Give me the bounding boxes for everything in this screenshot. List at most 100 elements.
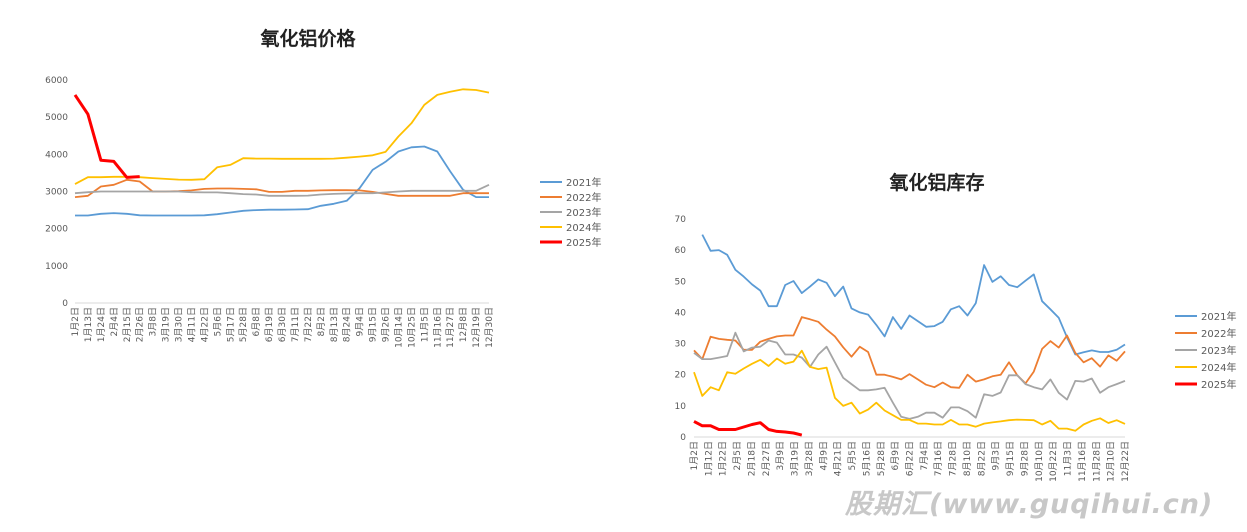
x-tick-label: 3月8日 [148, 307, 159, 336]
series-line-2022 [693, 316, 1126, 389]
x-tick-label: 5月16日 [861, 441, 872, 476]
x-tick-label: 2月4日 [109, 307, 120, 336]
legend-label: 2025年 [566, 236, 601, 249]
legend-label: 2023年 [1201, 344, 1236, 357]
x-tick-label: 11月3日 [1063, 441, 1074, 476]
x-tick-label: 9月26日 [381, 307, 392, 342]
x-tick-label: 5月28日 [876, 441, 887, 476]
x-tick-label: 7月28日 [948, 441, 959, 476]
x-tick-label: 9月28日 [1019, 441, 1030, 476]
y-tick-label: 0 [62, 299, 68, 309]
x-tick-label: 8月13日 [329, 307, 340, 342]
x-tick-label: 7月4日 [919, 441, 930, 470]
watermark: 股期汇(www.guqihui.cn) [845, 489, 1214, 520]
x-tick-label: 3月19日 [161, 307, 172, 342]
y-tick-label: 3000 [45, 188, 68, 198]
x-tick-label: 6月22日 [905, 441, 916, 476]
legend-label: 2021年 [566, 176, 601, 189]
y-tick-label: 20 [675, 371, 687, 381]
x-tick-label: 6月19日 [264, 307, 275, 342]
series-line-2022 [74, 178, 489, 198]
series-line-2021 [75, 145, 489, 217]
series-line-2024 [74, 88, 490, 185]
y-tick-label: 50 [675, 277, 687, 287]
legend-label: 2024年 [1201, 361, 1236, 374]
y-tick-label: 0 [680, 433, 686, 443]
x-tick-label: 4月21日 [833, 441, 844, 476]
x-tick-label: 1月12日 [703, 441, 714, 476]
x-tick-label: 5月6日 [212, 307, 223, 336]
series-line-2025 [693, 420, 803, 437]
x-tick-label: 8月2日 [316, 307, 327, 336]
y-tick-label: 6000 [45, 76, 68, 86]
x-tick-label: 9月3日 [991, 441, 1002, 470]
y-tick-label: 5000 [45, 113, 68, 123]
x-tick-label: 8月24日 [342, 307, 353, 342]
x-tick-label: 11月28日 [1091, 441, 1102, 482]
x-tick-label: 1月24日 [96, 307, 107, 342]
x-tick-label: 2月27日 [761, 441, 772, 476]
y-tick-label: 40 [675, 308, 687, 318]
x-tick-label: 5月5日 [847, 441, 858, 470]
x-tick-label: 6月8日 [251, 307, 262, 336]
legend-label: 2023年 [566, 206, 601, 219]
chart-title-price: 氧化铝价格 [260, 27, 356, 50]
x-tick-label: 10月22日 [1048, 441, 1059, 482]
x-tick-label: 6月9日 [890, 441, 901, 470]
series-line-2024 [693, 349, 1126, 432]
legend-label: 2025年 [1201, 378, 1236, 391]
legend-label: 2021年 [1201, 310, 1236, 323]
x-tick-label: 1月13日 [83, 307, 94, 342]
series-line-2021 [701, 234, 1126, 356]
x-tick-label: 4月11日 [186, 307, 197, 342]
series-line-2023 [74, 183, 490, 197]
legend-label: 2022年 [1201, 327, 1236, 340]
y-tick-label: 1000 [45, 262, 68, 272]
chart-title-inventory: 氧化铝库存 [889, 171, 984, 194]
x-tick-label: 9月15日 [368, 307, 379, 342]
x-tick-label: 12月8日 [458, 307, 469, 342]
legend-label: 2022年 [566, 191, 601, 204]
x-tick-label: 2月15日 [122, 307, 133, 342]
y-tick-label: 30 [675, 340, 687, 350]
y-tick-label: 70 [675, 215, 687, 225]
y-tick-label: 4000 [45, 150, 68, 160]
x-tick-label: 9月15日 [1005, 441, 1016, 476]
x-tick-label: 11月27日 [445, 307, 456, 348]
x-tick-label: 1月2日 [689, 441, 700, 470]
x-tick-label: 1月2日 [70, 307, 81, 336]
x-tick-label: 2月26日 [135, 307, 146, 342]
x-tick-label: 10月10日 [1034, 441, 1045, 482]
x-tick-label: 5月17日 [225, 307, 236, 342]
x-tick-label: 4月9日 [818, 441, 829, 470]
x-tick-label: 11月16日 [432, 307, 443, 348]
x-tick-label: 12月10日 [1106, 441, 1117, 482]
x-tick-label: 4月22日 [199, 307, 210, 342]
x-tick-label: 3月9日 [775, 441, 786, 470]
series-line-2025 [73, 94, 140, 179]
x-tick-label: 8月10日 [962, 441, 973, 476]
x-tick-label: 9月4日 [355, 307, 366, 336]
x-tick-label: 3月19日 [790, 441, 801, 476]
series-line-2023 [693, 331, 1126, 420]
x-tick-label: 12月22日 [1120, 441, 1131, 482]
x-tick-label: 12月19日 [471, 307, 482, 348]
y-tick-label: 10 [675, 402, 687, 412]
y-tick-label: 2000 [45, 225, 68, 235]
x-tick-label: 1月22日 [718, 441, 729, 476]
x-tick-label: 11月5日 [419, 307, 430, 342]
inventory-chart: 0 10 20 30 40 50 60 70 1月2日 1月12日 1月22日 2月5日 2月18日 2月… [675, 215, 1237, 482]
x-tick-label: 10月14日 [393, 307, 404, 348]
x-tick-label: 12月30日 [484, 307, 495, 348]
x-tick-label: 3月30日 [174, 307, 185, 342]
x-tick-label: 2月18日 [746, 441, 757, 476]
x-tick-label: 7月16日 [933, 441, 944, 476]
x-tick-label: 3月28日 [804, 441, 815, 476]
x-tick-label: 2月5日 [732, 441, 743, 470]
x-tick-label: 8月22日 [976, 441, 987, 476]
x-tick-label: 7月22日 [303, 307, 314, 342]
y-tick-label: 60 [675, 246, 687, 256]
x-tick-label: 7月11日 [290, 307, 301, 342]
